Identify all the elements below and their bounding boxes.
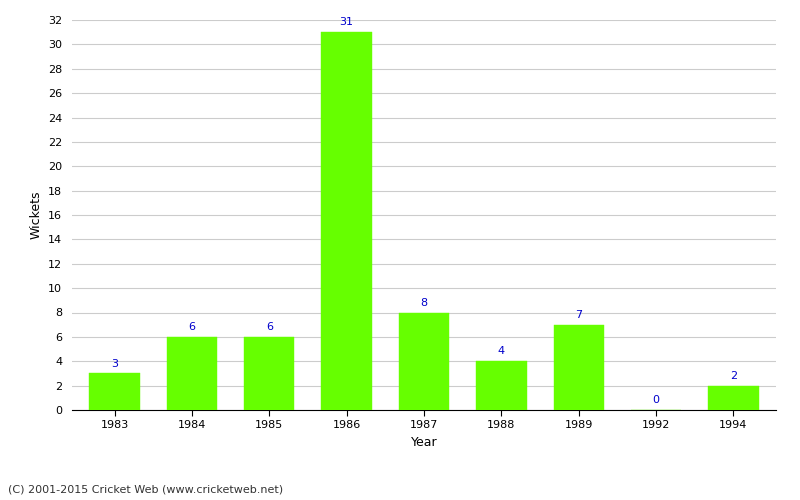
Text: 2: 2 bbox=[730, 371, 737, 381]
Y-axis label: Wickets: Wickets bbox=[30, 190, 42, 240]
X-axis label: Year: Year bbox=[410, 436, 438, 449]
Text: 0: 0 bbox=[653, 395, 659, 405]
Bar bbox=[554, 324, 604, 410]
Bar bbox=[322, 32, 372, 410]
Bar bbox=[399, 312, 449, 410]
Text: 6: 6 bbox=[266, 322, 273, 332]
Text: 4: 4 bbox=[498, 346, 505, 356]
Text: 6: 6 bbox=[189, 322, 195, 332]
Text: 31: 31 bbox=[340, 18, 354, 28]
Text: 3: 3 bbox=[111, 358, 118, 368]
Bar bbox=[708, 386, 758, 410]
Bar bbox=[166, 337, 217, 410]
Text: (C) 2001-2015 Cricket Web (www.cricketweb.net): (C) 2001-2015 Cricket Web (www.cricketwe… bbox=[8, 485, 283, 495]
Text: 7: 7 bbox=[575, 310, 582, 320]
Bar bbox=[476, 361, 526, 410]
Text: 8: 8 bbox=[421, 298, 427, 308]
Bar bbox=[90, 374, 140, 410]
Bar bbox=[244, 337, 294, 410]
